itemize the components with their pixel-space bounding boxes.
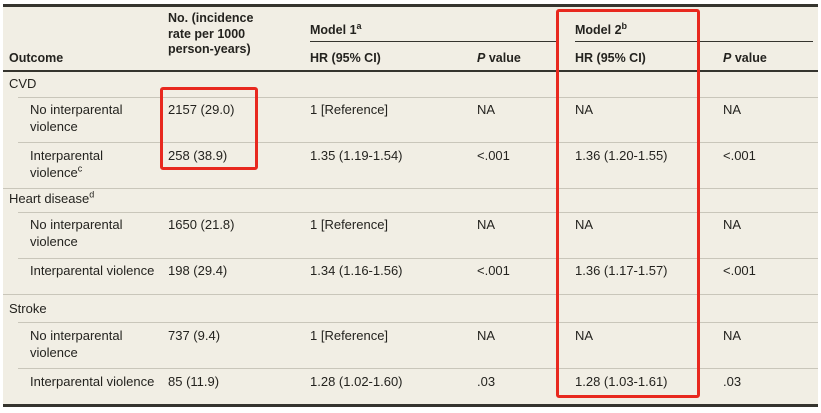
group-header-model1: Model 1a <box>310 20 362 39</box>
row-separator <box>18 212 818 213</box>
outcome-text: Interparental violence <box>30 263 155 278</box>
outcome-text: Interparental violence <box>30 148 103 180</box>
col-header-hr-model1: HR (95% CI) <box>310 51 381 65</box>
pvalue-model1-cell: NA <box>477 217 496 232</box>
model1-span-rule <box>310 41 558 42</box>
incidence-cell: 198 (29.4) <box>168 263 228 278</box>
pvalue-model2-cell: NA <box>723 102 742 117</box>
incidence-cell: 2157 (29.0) <box>168 102 235 117</box>
p-symbol: P <box>723 51 732 65</box>
section-text: Heart disease <box>9 191 90 206</box>
hr-model1-cell: 1 [Reference] <box>310 217 389 232</box>
outcome-text: Interparental violence <box>30 374 155 389</box>
outcome-text: No interparental violence <box>30 102 123 134</box>
hr-model1-cell: 1.35 (1.19-1.54) <box>310 148 403 163</box>
pvalue-model1-cell: NA <box>477 102 496 117</box>
outcome-cell: No interparental violence <box>30 217 158 250</box>
hr-model2-cell: 1.36 (1.17-1.57) <box>575 263 668 278</box>
p-value-word: value <box>731 51 767 65</box>
p-value-word: value <box>485 51 521 65</box>
outcome-cell: Interparental violencec <box>30 148 158 181</box>
section-separator <box>3 188 818 189</box>
pvalue-model1-cell: NA <box>477 328 496 343</box>
col-header-hr-model2: HR (95% CI) <box>575 51 646 65</box>
pvalue-model2-cell: NA <box>723 217 742 232</box>
outcome-cell: No interparental violence <box>30 328 158 361</box>
section-separator <box>3 294 818 295</box>
row-separator <box>18 258 818 259</box>
row-separator <box>18 322 818 323</box>
incidence-cell: 85 (11.9) <box>168 374 220 389</box>
pvalue-model2-cell: <.001 <box>723 263 756 278</box>
outcome-text: No interparental violence <box>30 328 123 360</box>
pvalue-model2-cell: NA <box>723 328 742 343</box>
incidence-cell: 737 (9.4) <box>168 328 221 343</box>
col-header-incidence-line3: person-years) <box>168 42 251 56</box>
pvalue-model2-cell: <.001 <box>723 148 756 163</box>
col-header-incidence-line2: rate per 1000 <box>168 26 246 41</box>
pvalue-model1-cell: <.001 <box>477 148 510 163</box>
section-text: Stroke <box>9 301 47 316</box>
table-top-rule <box>3 4 818 7</box>
outcome-cell: Interparental violence <box>30 263 158 280</box>
incidence-cell: 1650 (21.8) <box>168 217 235 232</box>
col-header-outcome: Outcome <box>9 51 64 65</box>
row-separator <box>18 97 818 98</box>
table-background <box>3 6 818 404</box>
incidence-cell: 258 (38.9) <box>168 148 228 163</box>
row-separator <box>18 142 818 143</box>
outcome-footnote-mark: c <box>77 163 83 174</box>
hr-model2-cell: NA <box>575 102 594 117</box>
col-header-incidence-line1: No. (incidence <box>168 11 254 25</box>
header-bottom-rule <box>3 70 818 72</box>
outcome-cell: No interparental violence <box>30 102 158 135</box>
col-header-pvalue-model2: P value <box>723 51 767 67</box>
col-header-pvalue-model1: P value <box>477 51 521 67</box>
hr-model2-cell: 1.28 (1.03-1.61) <box>575 374 668 389</box>
hr-model1-cell: 1.34 (1.16-1.56) <box>310 263 403 278</box>
model1-label: Model 1 <box>310 23 357 37</box>
model2-label: Model 2 <box>575 23 622 37</box>
hr-model2-cell: NA <box>575 217 594 232</box>
col-header-incidence: No. (incidence rate per 1000 person-year… <box>168 11 253 58</box>
model2-span-rule <box>575 41 813 42</box>
hr-model1-cell: 1 [Reference] <box>310 102 389 117</box>
p-symbol: P <box>477 51 486 65</box>
hr-model1-cell: 1 [Reference] <box>310 328 389 343</box>
pvalue-model1-cell: <.001 <box>477 263 510 278</box>
pvalue-model1-cell: .03 <box>477 374 496 389</box>
section-label-cvd: CVD <box>9 76 36 92</box>
row-separator <box>18 368 818 369</box>
section-label-stroke: Stroke <box>9 301 47 317</box>
hr-model2-cell: NA <box>575 328 594 343</box>
outcome-text: No interparental violence <box>30 217 123 249</box>
hr-model2-cell: 1.36 (1.20-1.55) <box>575 148 668 163</box>
model1-footnote-mark: a <box>356 20 362 31</box>
pvalue-model2-cell: .03 <box>723 374 742 389</box>
model2-footnote-mark: b <box>621 20 628 31</box>
section-label-heart-disease: Heart diseased <box>9 189 95 207</box>
table-bottom-rule <box>3 404 818 407</box>
hr-model1-cell: 1.28 (1.02-1.60) <box>310 374 403 389</box>
group-header-model2: Model 2b <box>575 20 628 39</box>
section-footnote-mark: d <box>89 189 95 200</box>
section-text: CVD <box>9 76 37 91</box>
outcome-cell: Interparental violence <box>30 374 158 391</box>
